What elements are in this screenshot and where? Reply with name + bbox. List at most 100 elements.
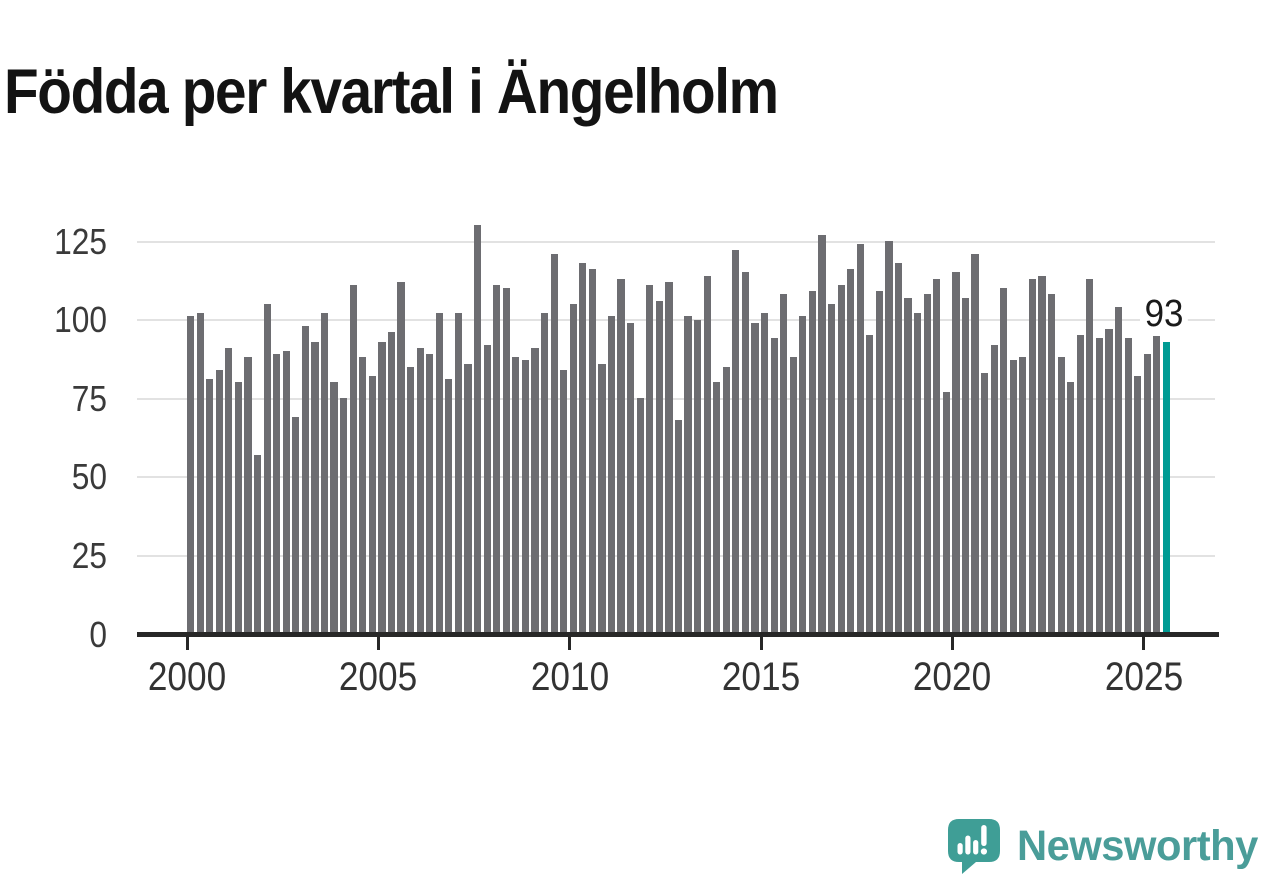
bar bbox=[340, 398, 348, 634]
bar bbox=[368, 376, 376, 634]
bar bbox=[560, 369, 568, 634]
bar bbox=[540, 313, 549, 634]
bar bbox=[684, 316, 692, 634]
bar bbox=[206, 379, 214, 634]
x-axis-tick bbox=[759, 637, 763, 650]
bar bbox=[1134, 376, 1142, 634]
bar bbox=[320, 313, 329, 634]
bar bbox=[330, 382, 338, 634]
bar bbox=[875, 291, 883, 634]
bar bbox=[674, 420, 683, 634]
bar bbox=[598, 363, 606, 634]
bar bbox=[607, 316, 616, 634]
bar bbox=[292, 417, 300, 634]
bar bbox=[531, 347, 539, 634]
highlight-value-label: 93 bbox=[1140, 293, 1189, 336]
bar bbox=[1076, 335, 1084, 634]
bar bbox=[483, 344, 491, 634]
bar bbox=[1047, 294, 1056, 634]
bar bbox=[253, 454, 262, 634]
bar bbox=[569, 303, 577, 634]
bar bbox=[808, 291, 816, 634]
bar bbox=[464, 363, 472, 634]
bar bbox=[1038, 275, 1046, 634]
bar bbox=[454, 313, 463, 634]
gridline bbox=[137, 397, 1215, 400]
bar bbox=[1153, 335, 1161, 634]
x-axis-label: 2010 bbox=[530, 655, 609, 699]
bar bbox=[244, 357, 252, 634]
bar bbox=[990, 344, 998, 634]
bar bbox=[579, 263, 587, 634]
x-axis-tick bbox=[568, 637, 572, 650]
bar bbox=[416, 347, 424, 634]
y-axis-label: 25 bbox=[71, 534, 107, 576]
y-axis-label: 125 bbox=[54, 220, 107, 262]
bar bbox=[426, 354, 434, 634]
bar bbox=[933, 278, 941, 634]
bar bbox=[1057, 357, 1065, 634]
bar bbox=[655, 300, 663, 634]
bar bbox=[588, 269, 596, 634]
bar bbox=[770, 338, 778, 634]
bar bbox=[837, 285, 845, 634]
bar bbox=[971, 253, 979, 634]
x-axis-tick bbox=[376, 637, 380, 650]
bar bbox=[1067, 382, 1075, 634]
bar bbox=[713, 382, 721, 634]
x-axis-tick bbox=[185, 637, 189, 650]
y-axis-label: 50 bbox=[71, 456, 107, 498]
bar bbox=[694, 319, 702, 634]
x-axis-tick bbox=[1142, 637, 1146, 650]
bar bbox=[866, 335, 874, 634]
bar bbox=[760, 313, 769, 634]
bar bbox=[1114, 307, 1123, 634]
bar bbox=[1009, 360, 1017, 634]
bar bbox=[827, 303, 836, 634]
bar bbox=[1105, 329, 1113, 634]
bar bbox=[1028, 278, 1037, 634]
bar bbox=[942, 391, 950, 634]
bar bbox=[885, 241, 893, 634]
x-axis-tick bbox=[950, 637, 954, 650]
x-axis-label: 2015 bbox=[721, 655, 801, 699]
bar bbox=[493, 285, 501, 634]
bar bbox=[914, 313, 922, 634]
bar bbox=[225, 347, 233, 634]
bar bbox=[722, 366, 730, 634]
y-axis-label: 75 bbox=[71, 377, 107, 419]
bar bbox=[445, 379, 453, 634]
bar bbox=[952, 272, 960, 634]
bar bbox=[435, 313, 443, 634]
gridline bbox=[137, 240, 1215, 243]
bar bbox=[789, 357, 797, 634]
newsworthy-wordmark: Newsworthy bbox=[1017, 822, 1258, 870]
bar bbox=[349, 285, 357, 634]
bar bbox=[703, 275, 711, 634]
bar bbox=[856, 244, 864, 634]
bar bbox=[263, 303, 271, 634]
bar bbox=[387, 332, 396, 634]
bar bbox=[1124, 338, 1132, 634]
bar bbox=[359, 357, 367, 634]
bar bbox=[961, 297, 970, 634]
bar bbox=[473, 225, 482, 634]
newsworthy-speech-bubble-chart-icon bbox=[948, 819, 1000, 874]
x-axis-label: 2000 bbox=[147, 655, 227, 699]
bar bbox=[847, 269, 855, 634]
bar bbox=[301, 325, 309, 634]
bar bbox=[799, 316, 807, 634]
bar bbox=[502, 288, 510, 634]
bar bbox=[215, 369, 223, 634]
y-axis-label: 0 bbox=[89, 613, 107, 655]
bar bbox=[1143, 354, 1151, 634]
gridline bbox=[137, 319, 1215, 322]
bar bbox=[1086, 278, 1094, 634]
bar bbox=[1095, 338, 1103, 634]
bar bbox=[196, 313, 204, 634]
bar bbox=[636, 398, 644, 634]
y-axis-label: 100 bbox=[54, 299, 107, 341]
bar bbox=[550, 253, 558, 634]
bar bbox=[904, 297, 912, 634]
